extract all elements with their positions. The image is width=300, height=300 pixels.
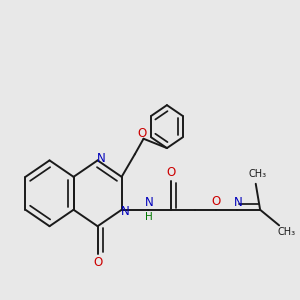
Text: CH₃: CH₃ <box>278 226 296 237</box>
Text: CH₃: CH₃ <box>248 169 266 179</box>
Text: O: O <box>212 195 221 208</box>
Text: N: N <box>233 196 242 208</box>
Text: O: O <box>167 166 176 179</box>
Text: N: N <box>144 196 153 208</box>
Text: H: H <box>145 212 153 222</box>
Text: N: N <box>97 152 106 165</box>
Text: O: O <box>137 127 147 140</box>
Text: N: N <box>121 205 130 218</box>
Text: O: O <box>93 256 102 269</box>
